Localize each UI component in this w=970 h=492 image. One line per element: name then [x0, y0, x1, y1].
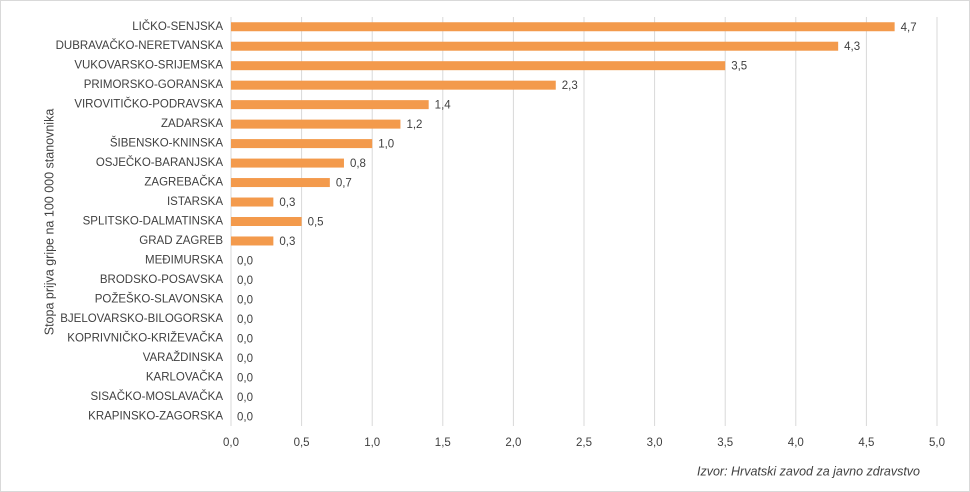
y-tick-label: MEĐIMURSKA — [145, 254, 223, 266]
y-tick-label: LIČKO-SENJSKA — [132, 20, 223, 33]
y-tick-label: SISAČKO-MOSLAVAČKA — [91, 390, 224, 403]
data-label: 0,0 — [237, 333, 253, 345]
data-label: 4,7 — [901, 22, 917, 34]
bar — [231, 100, 429, 110]
bar — [231, 22, 895, 32]
x-tick-label: 2,0 — [505, 437, 521, 449]
x-tick-label: 3,5 — [717, 437, 733, 449]
data-label: 0,8 — [350, 158, 366, 170]
bar — [231, 139, 373, 149]
y-tick-label: BJELOVARSKO-BILOGORSKA — [60, 313, 223, 325]
y-tick-label: BRODSKO-POSAVSKA — [100, 274, 223, 286]
bar — [231, 236, 274, 246]
y-tick-label: GRAD ZAGREB — [139, 235, 223, 247]
data-label: 0,7 — [336, 178, 352, 190]
y-tick-label: DUBRAVAČKO-NERETVANSKA — [56, 39, 224, 52]
data-label: 0,0 — [237, 353, 253, 365]
data-label: 0,0 — [237, 294, 253, 306]
x-tick-label: 4,5 — [858, 437, 874, 449]
x-tick-label: 5,0 — [929, 437, 945, 449]
y-tick-label: VIROVITIČKO-PODRAVSKA — [74, 98, 223, 111]
bar — [231, 80, 556, 90]
data-label: 4,3 — [844, 41, 860, 53]
data-label: 1,2 — [406, 119, 422, 131]
bar — [231, 119, 401, 129]
y-axis-label: Stopa prijva gripe na 100 000 stanovnika — [42, 109, 56, 336]
y-tick-label: ŠIBENSKO-KNINSKA — [110, 137, 223, 150]
data-label: 0,5 — [308, 217, 324, 229]
data-label: 0,0 — [237, 372, 253, 384]
y-tick-label: KARLOVAČKA — [146, 370, 223, 383]
x-tick-label: 1,0 — [364, 437, 380, 449]
bar — [231, 61, 726, 71]
data-label: 0,0 — [237, 255, 253, 267]
y-tick-label: OSJEČKO-BARANJSKA — [96, 156, 223, 169]
x-tick-label: 3,0 — [647, 437, 663, 449]
x-tick-label: 0,0 — [223, 437, 239, 449]
x-tick-label: 4,0 — [788, 437, 804, 449]
data-label: 0,3 — [279, 236, 295, 248]
data-label: 0,0 — [237, 411, 253, 423]
data-label: 0,0 — [237, 392, 253, 404]
data-label: 3,5 — [731, 61, 747, 73]
y-tick-label: ISTARSKA — [167, 196, 223, 208]
bar — [231, 41, 839, 51]
data-label: 0,0 — [237, 314, 253, 326]
data-label: 1,4 — [435, 100, 452, 112]
bar — [231, 178, 330, 188]
bar — [231, 197, 274, 207]
y-tick-label: KOPRIVNIČKO-KRIŽEVAČKA — [67, 331, 223, 344]
y-tick-label: VUKOVARSKO-SRIJEMSKA — [74, 60, 223, 72]
x-tick-label: 1,5 — [435, 437, 451, 449]
y-tick-label: SPLITSKO-DALMATINSKA — [83, 216, 224, 228]
bar — [231, 158, 344, 168]
y-tick-label: ZADARSKA — [161, 118, 223, 130]
y-tick-label: PRIMORSKO-GORANSKA — [84, 79, 224, 91]
data-label: 1,0 — [378, 139, 394, 151]
bar — [231, 217, 302, 226]
y-tick-label: KRAPINSKO-ZAGORSKA — [88, 410, 223, 422]
x-tick-label: 0,5 — [294, 437, 310, 449]
y-tick-label: POŽEŠKO-SLAVONSKA — [95, 292, 224, 305]
x-tick-label: 2,5 — [576, 437, 592, 449]
data-label: 2,3 — [562, 80, 578, 92]
data-label: 0,0 — [237, 275, 253, 287]
data-label: 0,3 — [279, 197, 295, 209]
y-tick-label: ZAGREBAČKA — [144, 176, 223, 189]
source-note: Izvor: Hrvatski zavod za javno zdravstvo — [697, 464, 920, 478]
y-tick-label: VARAŽDINSKA — [143, 351, 224, 364]
